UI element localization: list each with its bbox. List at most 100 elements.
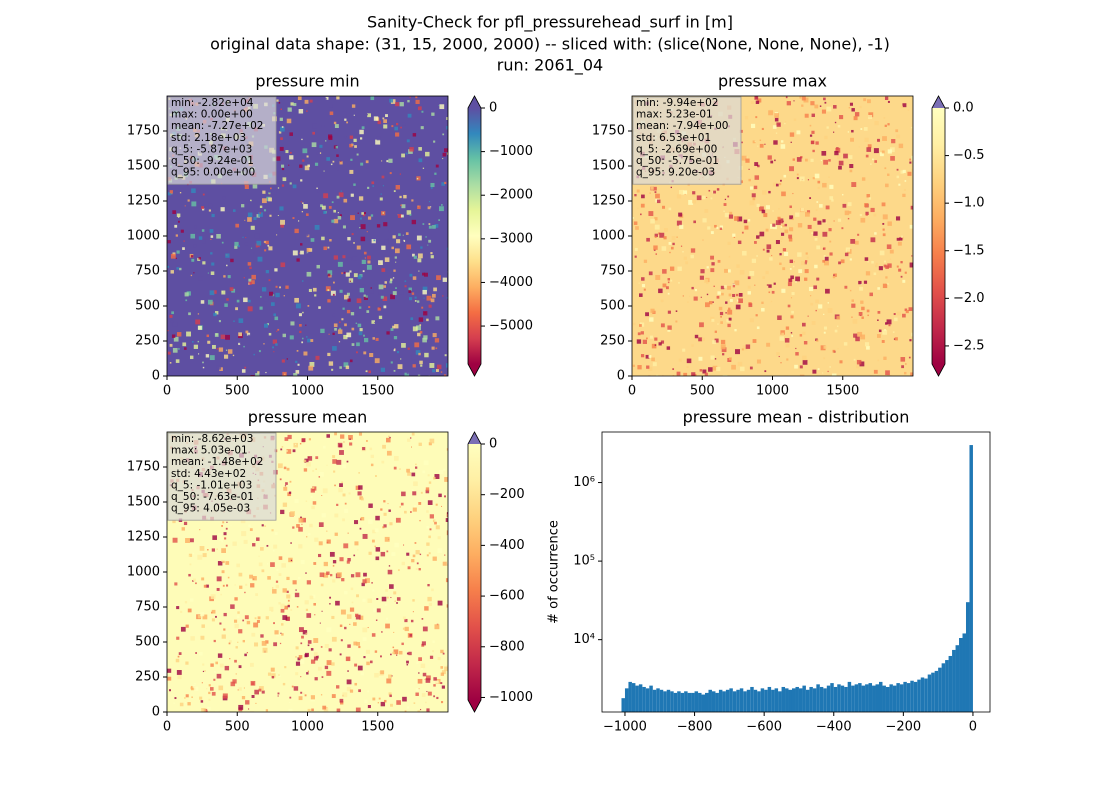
image-texture [376, 608, 381, 613]
image-texture [202, 670, 205, 673]
image-texture [882, 233, 886, 237]
histogram-bar [791, 688, 796, 712]
image-texture [699, 275, 704, 280]
image-texture [635, 226, 639, 230]
image-texture [809, 134, 813, 137]
image-texture [286, 450, 288, 452]
image-texture [900, 105, 903, 109]
image-texture [749, 271, 755, 276]
image-texture [346, 679, 352, 685]
image-texture [399, 468, 401, 470]
image-texture [636, 339, 642, 344]
image-texture [851, 129, 854, 133]
image-texture [176, 670, 182, 675]
stats-line: max: 5.23e-01 [636, 109, 713, 121]
image-texture [171, 193, 173, 195]
image-texture [186, 291, 191, 296]
image-texture [408, 651, 412, 656]
image-texture [809, 124, 812, 127]
image-texture [789, 259, 794, 264]
image-texture [353, 138, 357, 143]
stats-line: q_5: -2.69e+00 [636, 143, 717, 155]
image-texture [748, 178, 751, 182]
image-texture [234, 623, 239, 629]
image-texture [227, 275, 231, 279]
image-texture [645, 312, 649, 317]
image-texture [816, 339, 819, 342]
y-tick-label: 1750 [127, 124, 160, 139]
image-texture [280, 262, 286, 268]
image-texture [887, 173, 890, 176]
image-texture [375, 515, 380, 521]
image-texture [313, 638, 319, 643]
image-texture [282, 153, 285, 155]
image-texture [728, 293, 732, 297]
image-texture [354, 145, 357, 148]
image-texture [289, 480, 292, 483]
image-texture [418, 317, 424, 322]
x-tick-label: −800 [677, 720, 713, 735]
image-texture [838, 261, 841, 265]
image-texture [185, 538, 191, 543]
image-texture [261, 640, 267, 646]
image-texture [422, 289, 427, 295]
image-texture [432, 293, 436, 298]
image-texture [361, 259, 366, 264]
image-texture [232, 209, 236, 212]
image-texture [279, 642, 282, 645]
image-texture [263, 240, 267, 244]
image-texture [221, 241, 224, 244]
image-texture [426, 708, 430, 712]
image-texture [288, 491, 292, 494]
image-texture [406, 210, 412, 215]
image-texture [349, 169, 354, 174]
image-texture [392, 291, 397, 296]
image-texture [337, 216, 342, 220]
image-texture [877, 138, 880, 142]
image-texture [428, 225, 432, 229]
histogram-bar [750, 686, 754, 712]
image-texture [394, 256, 397, 259]
histogram-bar [764, 689, 768, 712]
image-texture [327, 246, 330, 249]
image-texture [858, 312, 863, 316]
image-texture [668, 242, 672, 245]
image-texture [808, 286, 814, 292]
image-texture [724, 198, 727, 201]
image-texture [773, 282, 776, 285]
image-texture [170, 270, 174, 274]
image-texture [241, 204, 245, 208]
image-texture [298, 527, 303, 532]
image-texture [327, 299, 331, 303]
image-texture [844, 210, 850, 216]
image-texture [444, 477, 448, 482]
image-texture [383, 512, 387, 516]
image-texture [178, 652, 182, 655]
image-texture [446, 297, 448, 299]
image-texture [254, 233, 260, 239]
image-texture [343, 362, 349, 368]
image-texture [188, 555, 191, 557]
image-texture [861, 316, 864, 319]
image-texture [317, 189, 320, 193]
image-texture [434, 282, 436, 284]
image-texture [411, 354, 416, 360]
image-texture [299, 442, 302, 445]
image-texture [807, 315, 809, 317]
image-texture [841, 193, 844, 196]
image-texture [207, 272, 209, 274]
image-texture [384, 239, 389, 245]
image-texture [656, 374, 659, 376]
image-texture [667, 328, 671, 332]
image-texture [307, 644, 310, 647]
image-texture [896, 237, 900, 241]
image-texture [174, 582, 178, 586]
image-texture [337, 329, 343, 334]
image-texture [342, 518, 345, 522]
image-texture [809, 229, 814, 234]
image-texture [287, 603, 290, 606]
image-texture [710, 255, 715, 260]
image-texture [418, 352, 421, 356]
image-texture [651, 343, 657, 349]
image-texture [208, 203, 213, 208]
